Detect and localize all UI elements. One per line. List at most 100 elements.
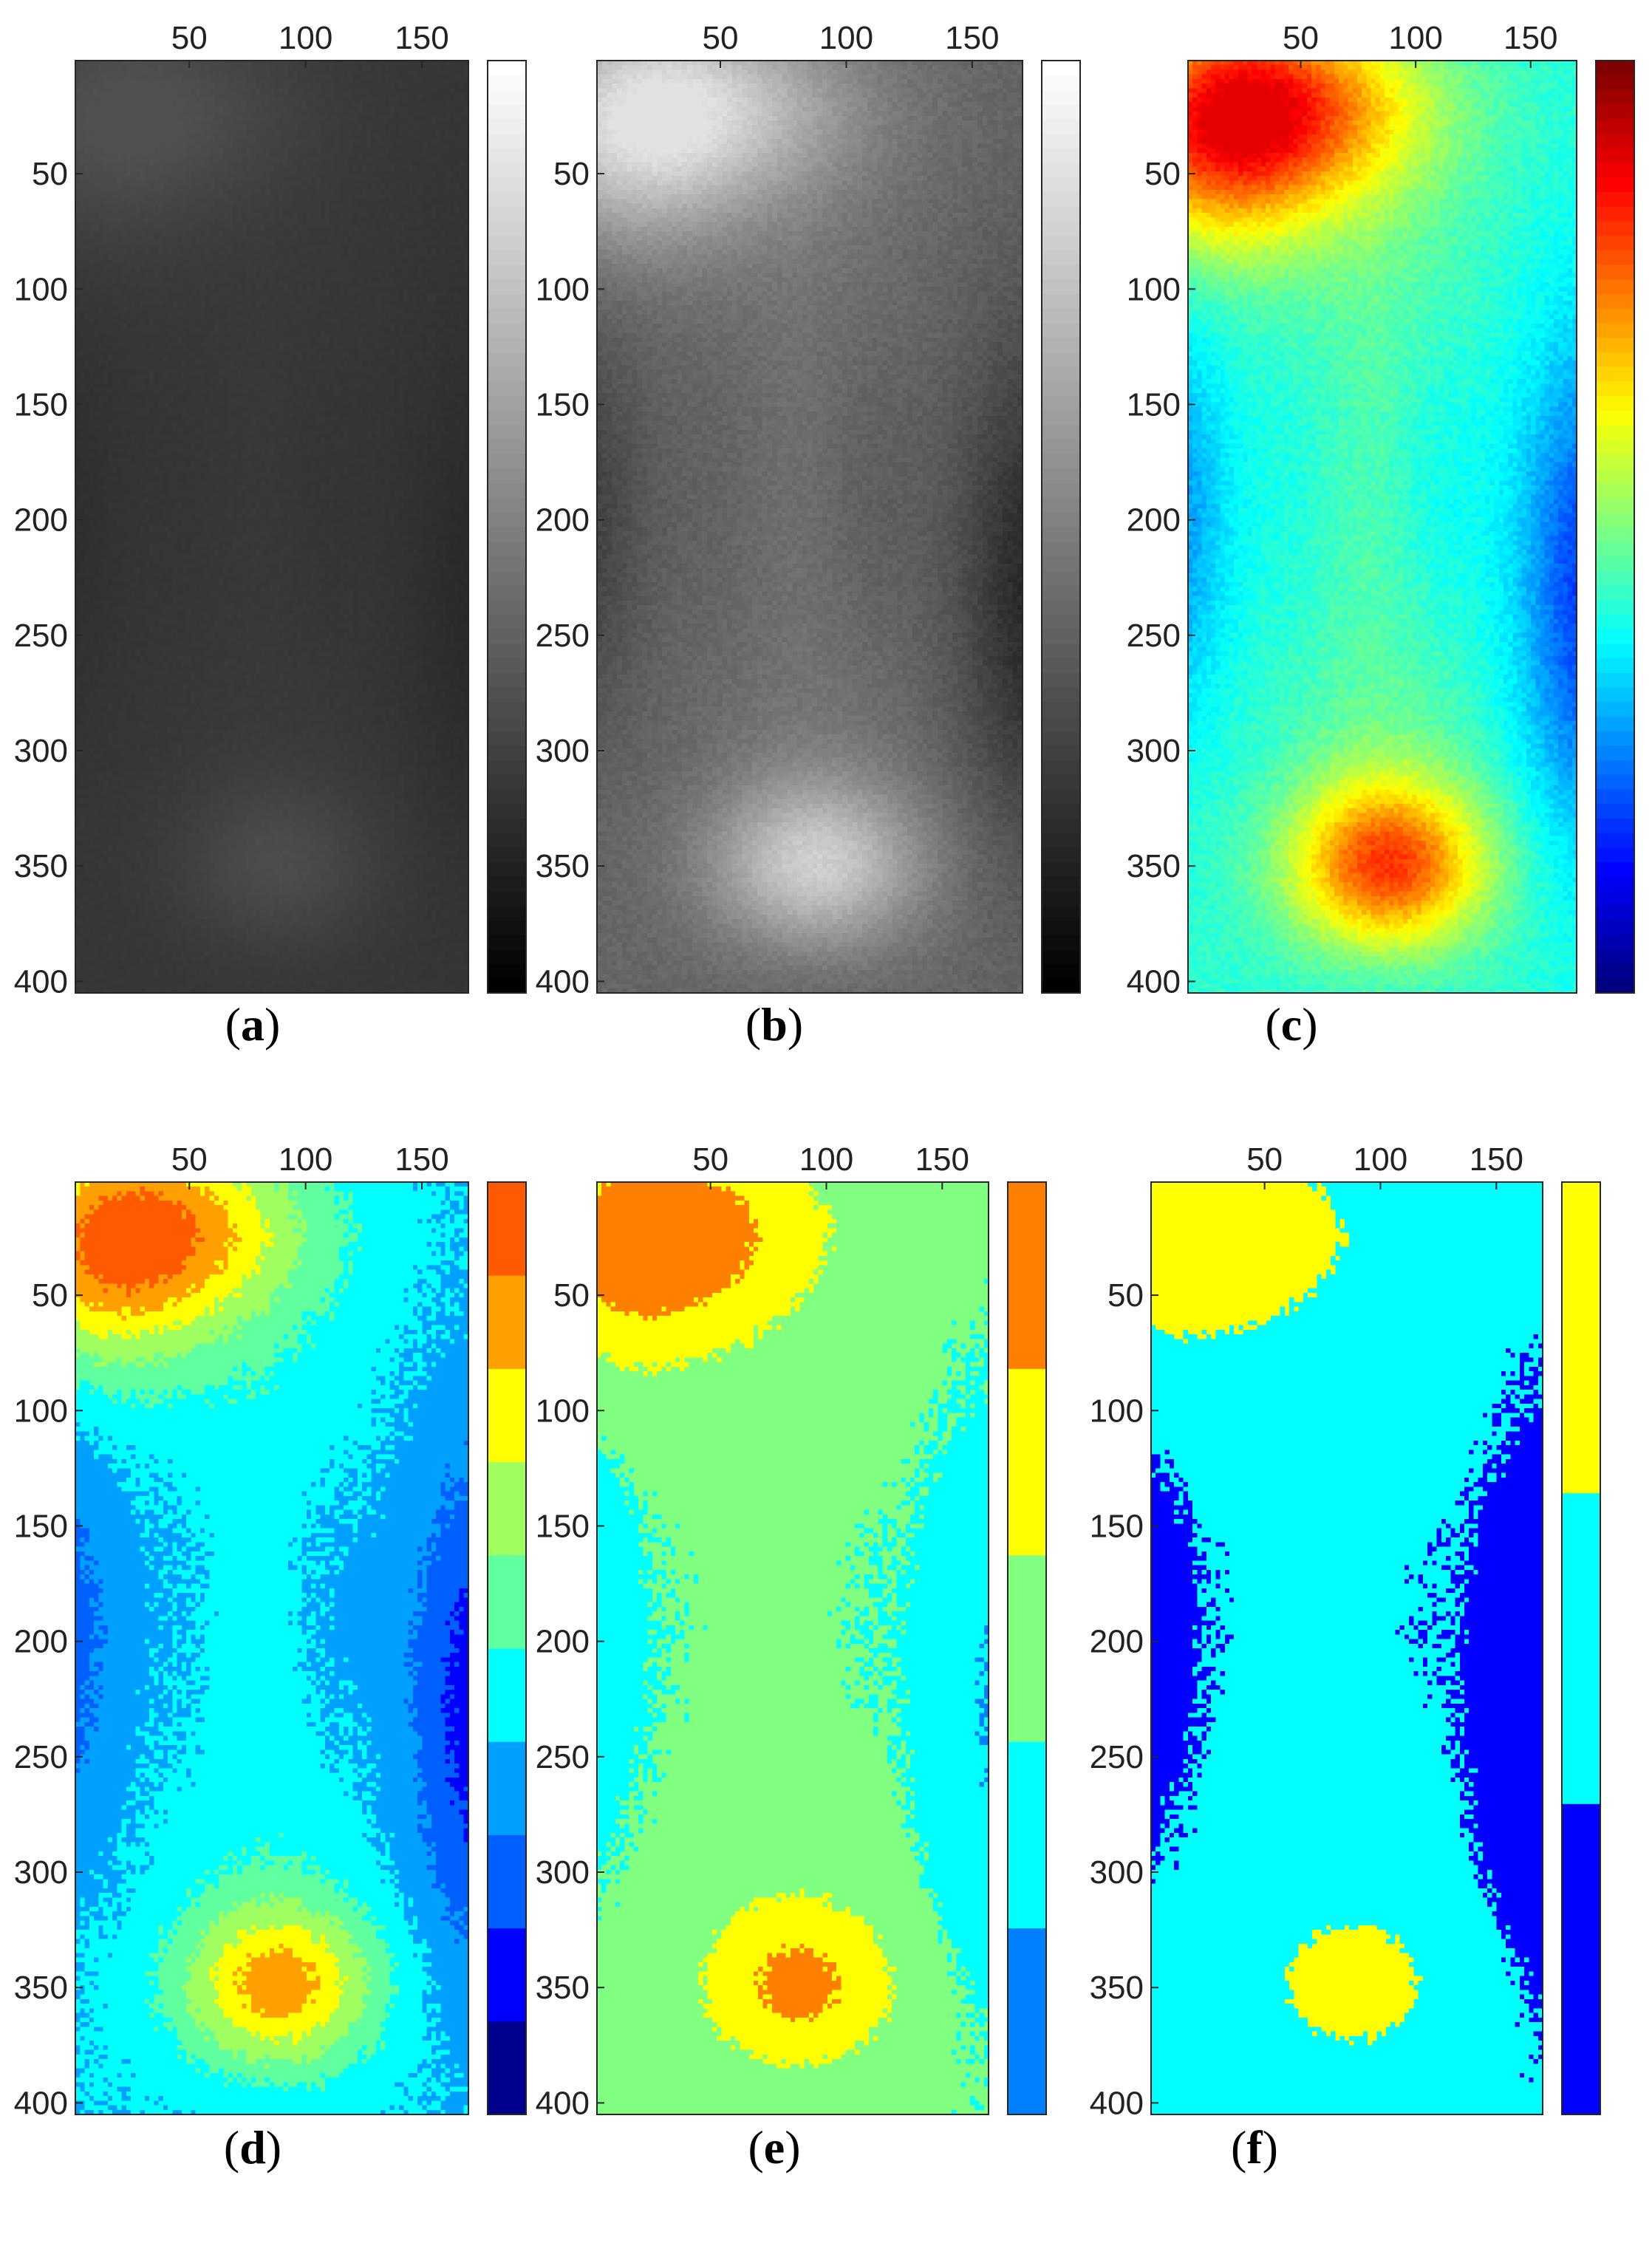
y-tick-label: 50	[553, 1277, 590, 1314]
colorbar-step	[1042, 861, 1080, 877]
colorbar-step	[1596, 104, 1634, 120]
colorbar-level	[488, 1928, 526, 2022]
y-tick-label: 200	[1090, 1624, 1144, 1660]
colorbar-step	[1042, 527, 1080, 542]
colorbar-step	[488, 293, 526, 309]
colorbar-step	[1596, 861, 1634, 877]
colorbar-step	[488, 759, 526, 775]
colorbar-c	[1595, 60, 1635, 994]
colorbar-step	[1596, 833, 1634, 848]
colorbar-step	[1596, 512, 1634, 528]
y-tick-label: 200	[14, 502, 68, 539]
colorbar-step	[1042, 163, 1080, 178]
axes-frame-d	[75, 1181, 469, 2115]
colorbar-step	[1042, 745, 1080, 760]
colorbar-step	[1596, 847, 1634, 863]
x-tick-label: 150	[395, 20, 448, 56]
colorbar-step	[1596, 963, 1634, 979]
colorbar-step	[1596, 206, 1634, 222]
colorbar-step	[1596, 803, 1634, 819]
x-tick-label: 50	[703, 20, 739, 56]
colorbar-step	[488, 380, 526, 397]
panel-caption-a: (a)	[225, 998, 281, 1051]
y-tick-label: 150	[14, 1508, 68, 1544]
colorbar-step	[1596, 118, 1634, 134]
colorbar-step	[1042, 250, 1080, 265]
x-tick-label: 100	[279, 20, 332, 56]
y-tick-label: 350	[14, 848, 68, 884]
y-tick-label: 200	[536, 502, 590, 539]
colorbar-step	[1596, 235, 1634, 250]
colorbar-step	[488, 410, 526, 426]
colorbar-step	[1596, 163, 1634, 178]
colorbar-step	[488, 963, 526, 979]
colorbar-step	[1042, 570, 1080, 586]
colorbar-step	[1596, 308, 1634, 324]
colorbar-step	[1042, 949, 1080, 965]
y-tick-label: 150	[536, 386, 590, 423]
colorbar-step	[1042, 61, 1080, 76]
colorbar-step	[1596, 818, 1634, 833]
colorbar-step	[1596, 570, 1634, 586]
colorbar-step	[1596, 629, 1634, 644]
colorbar-step	[1596, 774, 1634, 790]
x-tick-label: 150	[1503, 20, 1557, 56]
colorbar-step	[1596, 949, 1634, 965]
colorbar-step	[1042, 818, 1080, 833]
colorbar-d	[487, 1181, 527, 2115]
y-tick-label: 300	[1127, 733, 1181, 769]
colorbar-step	[1596, 75, 1634, 90]
colorbar-step	[1042, 686, 1080, 703]
colorbar-step	[488, 206, 526, 222]
colorbar-b	[1041, 60, 1081, 994]
y-tick-label: 250	[536, 618, 590, 654]
colorbar-step	[1042, 658, 1080, 673]
colorbar-step	[488, 468, 526, 484]
colorbar-step	[1042, 104, 1080, 120]
colorbar-frame	[487, 1181, 527, 2115]
colorbar-step	[1042, 497, 1080, 513]
colorbar-step	[1042, 322, 1080, 338]
colorbar-step	[1596, 454, 1634, 469]
colorbar-step	[1042, 905, 1080, 921]
y-tick-label: 350	[1127, 848, 1181, 884]
colorbar-step	[488, 978, 526, 994]
colorbar-e	[1007, 1181, 1047, 2115]
y-tick-label: 100	[536, 271, 590, 307]
colorbar-level	[488, 1461, 526, 1556]
y-tick-label: 400	[14, 963, 68, 1000]
colorbar-step	[1596, 556, 1634, 571]
colorbar-step	[488, 220, 526, 236]
heatmap-b	[597, 61, 1023, 993]
colorbar-step	[488, 658, 526, 673]
colorbar-step	[1596, 380, 1634, 397]
colorbar-step	[1596, 788, 1634, 805]
colorbar-step	[1042, 672, 1080, 688]
colorbar-step	[1042, 774, 1080, 790]
colorbar-step	[1042, 380, 1080, 397]
y-tick-label: 150	[1127, 386, 1181, 423]
colorbar-level	[488, 1275, 526, 1369]
colorbar-step	[1596, 541, 1634, 556]
colorbar-step	[1042, 206, 1080, 222]
colorbar-step	[488, 833, 526, 848]
colorbar-level	[488, 1368, 526, 1463]
colorbar-step	[488, 454, 526, 469]
y-tick-label: 150	[1090, 1508, 1144, 1544]
colorbar-level	[1008, 1368, 1046, 1556]
colorbar-step	[1596, 322, 1634, 338]
colorbar-level	[488, 1834, 526, 1929]
y-tick-label: 50	[1144, 156, 1181, 192]
colorbar-step	[1042, 701, 1080, 717]
y-tick-label: 400	[1127, 963, 1181, 1000]
colorbar-step	[488, 424, 526, 440]
y-tick-label: 250	[1090, 1739, 1144, 1775]
colorbar-level	[488, 1554, 526, 1649]
colorbar-step	[1042, 454, 1080, 469]
colorbar-step	[488, 118, 526, 134]
colorbar-frame	[487, 60, 527, 994]
colorbar-step	[488, 890, 526, 907]
x-tick-label: 100	[1354, 1141, 1407, 1178]
colorbar-step	[488, 322, 526, 338]
